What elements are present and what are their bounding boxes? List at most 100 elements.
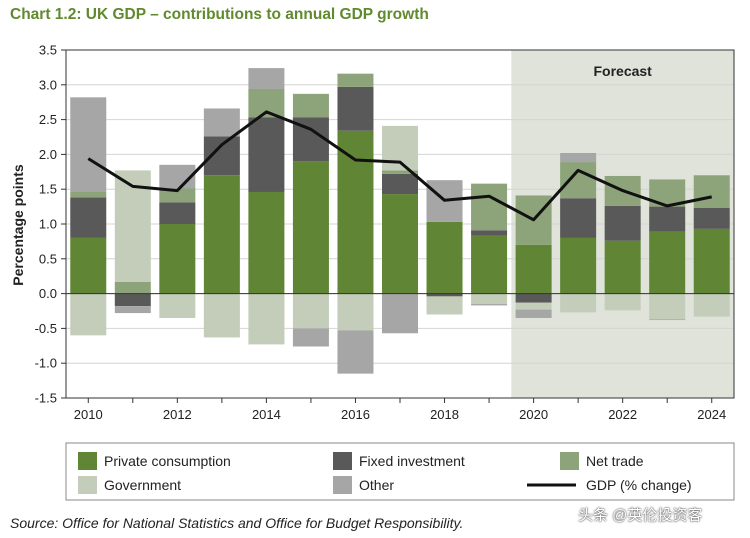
x-tick-label: 2022 <box>608 407 637 422</box>
bar-net-2016 <box>337 73 374 87</box>
bar-government-2021 <box>560 293 597 313</box>
bar-net-2010 <box>70 191 107 198</box>
x-tick-label: 2010 <box>74 407 103 422</box>
bar-other-2019 <box>471 304 508 306</box>
bar-private-2020 <box>515 244 552 294</box>
bar-fixed-2019 <box>471 230 508 236</box>
y-axis-label: Percentage points <box>10 164 26 286</box>
y-tick-label: -0.5 <box>35 321 57 336</box>
y-axis: 3.5 3.0 2.5 2.0 1.5 1.0 0.5 0.0 -0.5 -1.0 -1.5 <box>35 43 66 406</box>
y-tick-label: 1.5 <box>39 182 57 197</box>
forecast-label: Forecast <box>593 63 652 79</box>
source-note: Source: Office for National Statistics a… <box>10 515 464 531</box>
chart-title: Chart 1.2: UK GDP – contributions to ann… <box>10 6 429 23</box>
y-tick-label: 3.0 <box>39 77 57 92</box>
bar-other-2011 <box>114 306 151 314</box>
bar-other-2015 <box>292 328 329 347</box>
bar-other-2023 <box>649 319 686 321</box>
bars <box>70 68 730 374</box>
bar-government-2020 <box>515 302 552 310</box>
x-tick-label: 2024 <box>697 407 726 422</box>
bar-private-2013 <box>203 175 240 294</box>
bar-other-2016 <box>337 330 374 374</box>
legend-swatch-fixed <box>333 452 352 470</box>
y-tick-label: 1.0 <box>39 217 57 232</box>
bar-other-2010 <box>70 97 107 192</box>
bar-government-2010 <box>70 293 107 336</box>
bar-private-2014 <box>248 191 285 294</box>
y-tick-label: 0.5 <box>39 251 57 266</box>
bar-fixed-2022 <box>604 205 641 241</box>
bar-fixed-2010 <box>70 197 107 238</box>
bar-other-2013 <box>203 108 240 137</box>
bar-government-2014 <box>248 293 285 345</box>
bar-net-2012 <box>159 188 196 203</box>
bar-private-2024 <box>693 228 730 294</box>
y-tick-label: 0.0 <box>39 286 57 301</box>
bar-net-2021 <box>560 162 597 199</box>
bar-fixed-2024 <box>693 207 730 229</box>
bar-private-2021 <box>560 237 597 294</box>
x-tick-label: 2012 <box>163 407 192 422</box>
x-tick-label: 2016 <box>341 407 370 422</box>
bar-government-2022 <box>604 293 641 311</box>
bar-fixed-2021 <box>560 198 597 238</box>
x-tick-label: 2018 <box>430 407 459 422</box>
bar-private-2012 <box>159 224 196 294</box>
bar-government-2024 <box>693 293 730 317</box>
bar-government-2018 <box>426 296 463 315</box>
bar-government-2016 <box>337 293 374 331</box>
legend-box <box>65 442 735 501</box>
legend-label-fixed: Fixed investment <box>359 453 465 469</box>
x-tick-label: 2014 <box>252 407 281 422</box>
y-tick-label: 2.5 <box>39 112 57 127</box>
bar-government-2015 <box>292 293 329 329</box>
watermark: 头条 @英伦投资客 <box>578 507 703 524</box>
bar-fixed-2023 <box>649 206 686 232</box>
bar-private-2022 <box>604 240 641 294</box>
legend-label-net: Net trade <box>586 453 644 469</box>
legend-swatch-private <box>78 452 97 470</box>
bar-fixed-2017 <box>382 173 418 195</box>
gdp-line <box>87 110 712 222</box>
bar-net-2011 <box>114 281 151 294</box>
bar-fixed-2020 <box>515 293 552 303</box>
bar-other-2014 <box>248 68 285 89</box>
bar-other-2020 <box>515 309 552 318</box>
x-axis: 2010 2012 2014 2016 2018 2020 2022 2024 <box>74 398 726 422</box>
bar-private-2023 <box>649 231 686 294</box>
bar-private-2010 <box>70 237 107 294</box>
legend-label-gdp: GDP (% change) <box>586 477 692 493</box>
bar-private-2017 <box>382 194 418 294</box>
legend-label-private: Private consumption <box>104 453 231 469</box>
legend-swatch-government <box>78 476 97 494</box>
y-tick-label: -1.0 <box>35 356 57 371</box>
bar-net-2024 <box>693 175 730 208</box>
legend-label-other: Other <box>359 477 394 493</box>
bar-net-2015 <box>292 93 329 118</box>
bar-other-2021 <box>560 153 597 163</box>
bar-fixed-2011 <box>114 293 151 307</box>
legend: Private consumption Fixed investment Net t… <box>78 452 692 494</box>
bar-government-2012 <box>159 293 196 318</box>
legend-swatch-net <box>560 452 579 470</box>
bar-private-2016 <box>337 130 374 294</box>
x-tick-label: 2020 <box>519 407 548 422</box>
bar-fixed-2012 <box>159 202 196 224</box>
bar-private-2015 <box>292 161 329 294</box>
legend-label-government: Government <box>104 477 181 493</box>
bar-net-2017 <box>382 170 418 174</box>
y-tick-label: 2.0 <box>39 147 57 162</box>
bar-government-2013 <box>203 293 240 338</box>
bar-private-2018 <box>426 221 463 294</box>
bar-government-2019 <box>471 293 508 305</box>
legend-swatch-other <box>333 476 352 494</box>
bar-government-2023 <box>649 293 686 320</box>
bar-other-2017 <box>382 293 418 334</box>
bar-private-2019 <box>471 235 508 294</box>
y-tick-label: -1.5 <box>35 391 57 406</box>
bar-fixed-2016 <box>337 86 374 131</box>
bar-fixed-2014 <box>248 117 285 192</box>
bar-fixed-2018 <box>426 293 463 297</box>
